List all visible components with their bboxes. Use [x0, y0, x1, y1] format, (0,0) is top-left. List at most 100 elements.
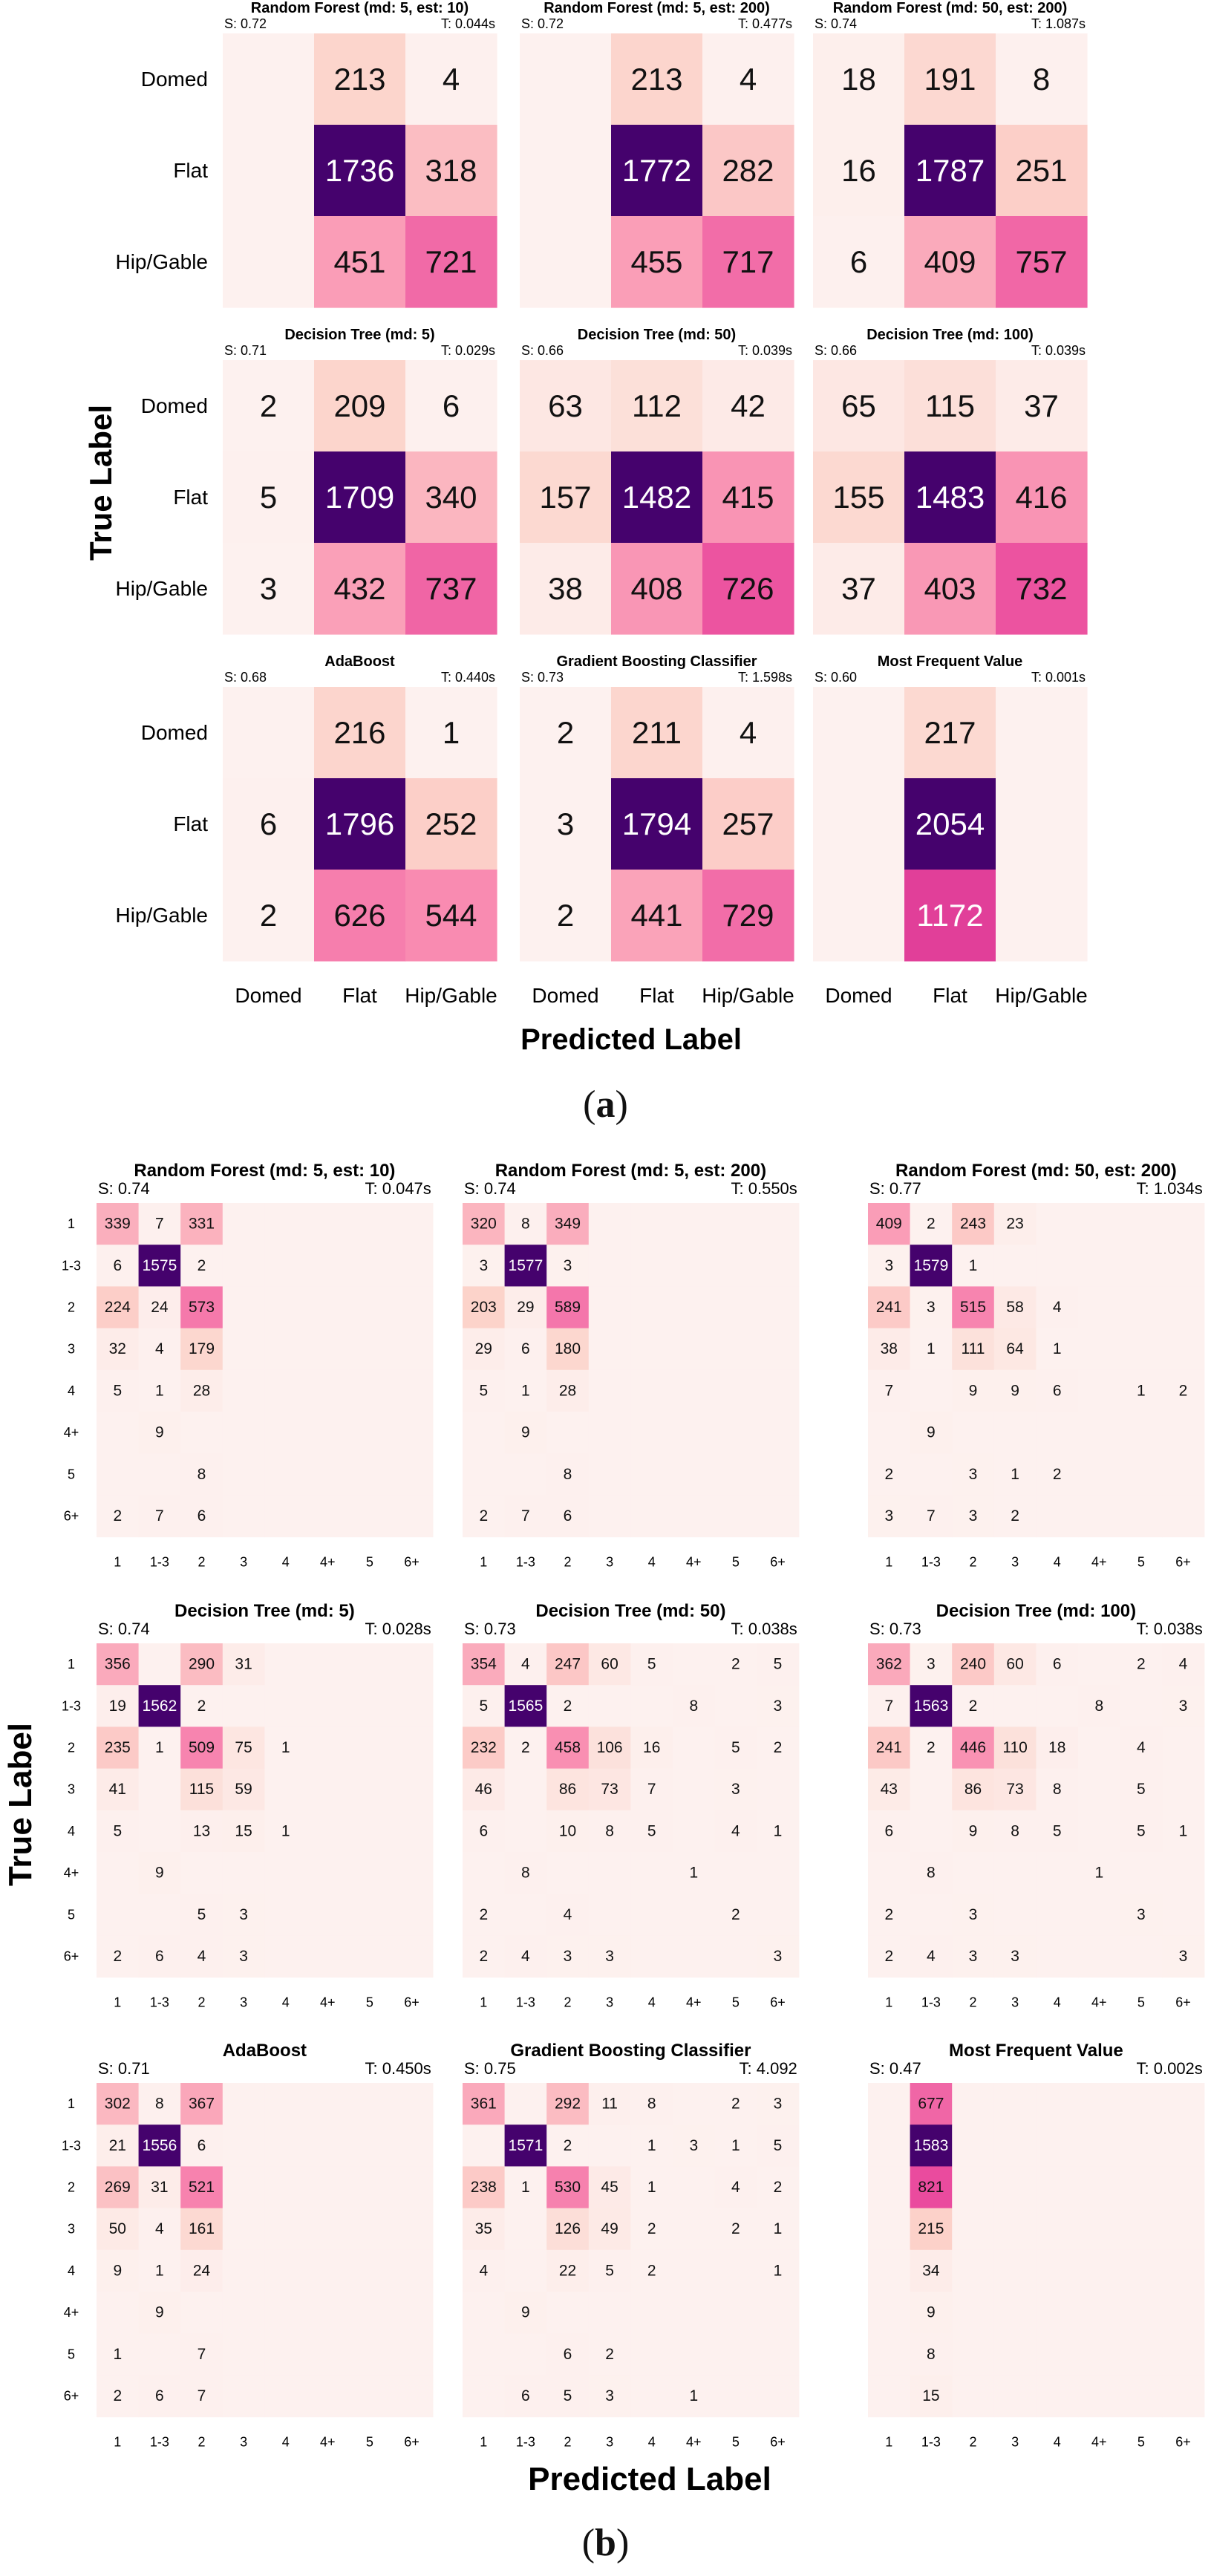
b-cell: [391, 1810, 434, 1853]
b-cell: [348, 1495, 391, 1538]
b-cell-value: 2: [884, 1466, 893, 1483]
b-cell: [307, 2083, 350, 2125]
b-cell: [630, 2166, 673, 2209]
a-panel-title: Most Frequent Value: [878, 653, 1023, 670]
b-cell: [588, 1768, 631, 1811]
b-cell: [993, 2083, 1037, 2125]
b-cell: [222, 2208, 265, 2251]
b-cell: [180, 2375, 223, 2418]
b-cell: [348, 1894, 391, 1936]
b-cell: [97, 1768, 140, 1811]
b-cell-value: 203: [471, 1299, 497, 1316]
b-cell: [714, 2125, 757, 2167]
b-cell: [588, 1203, 631, 1245]
b-cell: [993, 1726, 1037, 1770]
a-cell: [904, 687, 996, 779]
b-cell-value: 59: [235, 1781, 252, 1798]
a-panel-score: S: 0.60: [815, 670, 857, 685]
b-cell: [1078, 1412, 1121, 1454]
a-cell-value: 1787: [915, 153, 985, 188]
b-cell: [97, 1369, 140, 1412]
a-panel-score: S: 0.68: [224, 670, 267, 685]
b-x-tick-label: 4+: [686, 1555, 702, 1570]
b-cell: [546, 1685, 590, 1727]
b-cell: [673, 1894, 716, 1936]
b-cell: [504, 1685, 547, 1727]
b-cell: [180, 1685, 223, 1727]
b-cell-value: 2: [647, 2220, 656, 2237]
b-cell-value: 1571: [509, 2137, 544, 2154]
b-x-tick-label: 3: [606, 1555, 613, 1570]
b-panel-time: T: 4.092: [740, 2059, 797, 2078]
b-cell: [868, 2292, 911, 2334]
b-panel-title: Random Forest (md: 5, est: 10): [134, 1161, 395, 1181]
b-cell: [391, 2292, 434, 2334]
b-panel-title: Gradient Boosting Classifier: [510, 2041, 751, 2061]
b-cell: [307, 2166, 350, 2209]
b-cell-value: 8: [1094, 1698, 1103, 1715]
b-cell: [868, 1643, 911, 1686]
b-cell-value: 3: [605, 2387, 614, 2404]
b-cell: [868, 2166, 911, 2209]
b-cell: [993, 1643, 1037, 1686]
b-cell: [97, 1726, 140, 1770]
a-cell: [702, 33, 794, 125]
b-cell: [97, 2166, 140, 2209]
b-cell: [180, 2125, 223, 2167]
b-panel-title: Decision Tree (md: 100): [936, 1601, 1136, 1621]
b-cell: [1162, 1203, 1205, 1245]
a-cell-value: 211: [632, 715, 682, 750]
b-cell: [868, 1495, 911, 1538]
b-cell-value: 38: [881, 1340, 898, 1357]
b-cell: [222, 2166, 265, 2209]
b-cell: [97, 1810, 140, 1853]
b-cell: [588, 2166, 631, 2209]
b-cell: [910, 2166, 953, 2209]
b-cell: [673, 2249, 716, 2292]
b-cell: [952, 1685, 995, 1727]
b-cell: [1120, 1495, 1163, 1538]
caption-a-letter: a: [595, 1083, 616, 1126]
b-cell: [993, 1935, 1037, 1978]
b-cell: [993, 2375, 1037, 2418]
a-cell: [314, 216, 406, 308]
b-cell: [307, 1935, 350, 1978]
b-cell: [264, 1935, 307, 1978]
b-cell: [757, 1412, 800, 1454]
b-cell-value: 9: [113, 2262, 122, 2279]
b-x-tick-label: 1: [480, 1995, 487, 2010]
b-cell: [264, 2166, 307, 2209]
b-cell-value: 2: [927, 1216, 936, 1233]
b-cell-value: 15: [235, 1822, 252, 1839]
b-cell: [1120, 1203, 1163, 1245]
b-cell-value: 7: [884, 1382, 893, 1399]
b-cell-value: 3: [564, 1257, 572, 1274]
b-cell-value: 821: [918, 2179, 944, 2196]
b-cell-value: 8: [927, 2346, 936, 2363]
b-y-tick-label: 6+: [64, 1509, 79, 1524]
a-y-tick-label: Hip/Gable: [115, 904, 208, 927]
a-cell: [904, 216, 996, 308]
b-cell: [504, 2249, 547, 2292]
b-panel-score: S: 0.73: [869, 1620, 921, 1638]
b-cell: [97, 1453, 140, 1496]
b-cell: [630, 1685, 673, 1727]
b-cell: [1078, 1203, 1121, 1245]
b-cell-value: 362: [876, 1656, 902, 1673]
b-cell: [714, 1453, 757, 1496]
b-cell: [222, 1203, 265, 1245]
b-cell: [993, 2333, 1037, 2376]
b-cell: [1036, 1245, 1079, 1287]
b-cell-value: 409: [876, 1216, 902, 1233]
b-cell: [673, 1810, 716, 1853]
b-y-tick-label: 4+: [64, 2305, 79, 2320]
b-cell: [757, 2125, 800, 2167]
b-cell: [1162, 2208, 1205, 2251]
b-cell-value: 1: [521, 2179, 530, 2196]
b-panel-title: Random Forest (md: 5, est: 200): [495, 1161, 766, 1181]
b-cell: [868, 2333, 911, 2376]
a-cell-value: 455: [630, 244, 682, 279]
b-cell: [391, 1852, 434, 1894]
b-cell-value: 179: [189, 1340, 215, 1357]
b-cell-value: 7: [521, 1507, 530, 1525]
